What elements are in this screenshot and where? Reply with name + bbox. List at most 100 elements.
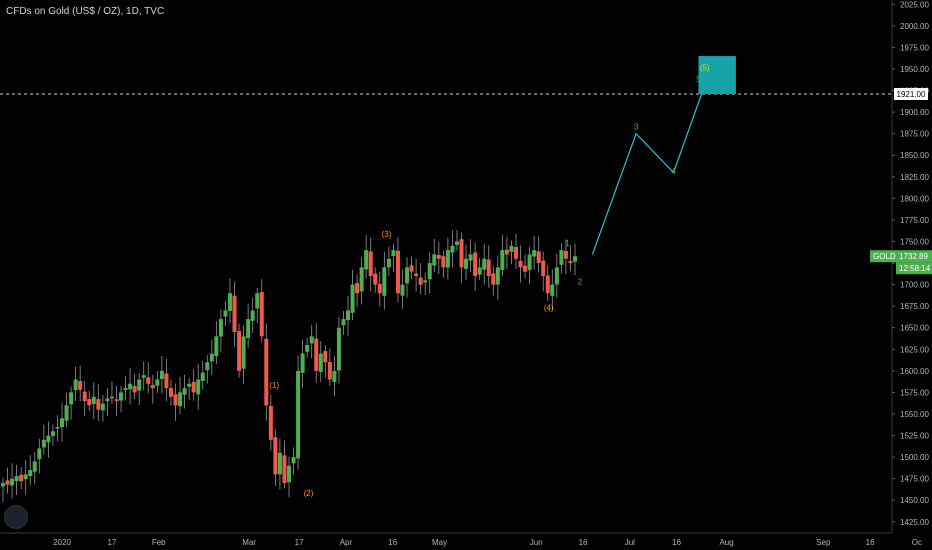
- candle-body: [78, 380, 83, 390]
- y-tick-label: 1900.00: [900, 108, 929, 117]
- x-tick-label: 17: [107, 538, 116, 547]
- candle-body: [386, 258, 391, 268]
- candle-body: [500, 250, 505, 270]
- candle-body: [123, 388, 128, 390]
- candle-body: [119, 392, 124, 401]
- candle-body: [568, 261, 573, 264]
- candle-body: [200, 372, 205, 381]
- wave-label: (3): [382, 230, 392, 239]
- candle-body: [237, 330, 242, 371]
- candle-body: [82, 391, 87, 402]
- candle-body: [559, 250, 564, 265]
- candle-body: [450, 245, 455, 253]
- candle-body: [41, 439, 46, 448]
- x-tick-label: 16: [579, 538, 588, 547]
- candle-body: [173, 394, 178, 406]
- candle-body: [187, 383, 192, 387]
- y-tick-label: 2025.00: [900, 0, 929, 9]
- candle-body: [37, 448, 42, 460]
- candle-body: [418, 277, 423, 285]
- candle-body: [536, 251, 541, 264]
- candle-body: [218, 319, 223, 337]
- candle-body: [141, 375, 146, 378]
- x-tick-label: Feb: [152, 538, 166, 547]
- candle-body: [518, 260, 523, 268]
- candle-body: [50, 431, 55, 436]
- candle-body: [427, 263, 432, 280]
- candle-body: [305, 344, 310, 352]
- y-tick-label: 1875.00: [900, 130, 929, 139]
- symbol-price-badge: [870, 250, 932, 263]
- level-price-label: 1921.00: [897, 90, 926, 99]
- target-zone-box[interactable]: [698, 56, 736, 95]
- candle-body: [155, 379, 160, 386]
- candle-body: [282, 455, 287, 483]
- candle-body: [332, 370, 337, 383]
- candle-body: [573, 256, 577, 262]
- candle-body: [227, 293, 232, 311]
- candle-body: [55, 426, 60, 429]
- x-tick-label: 2020: [53, 538, 71, 547]
- candle-body: [182, 388, 187, 395]
- x-tick-label: 16: [388, 538, 397, 547]
- candle-body: [355, 283, 360, 294]
- wave-label: 3: [634, 122, 639, 131]
- candle-body: [291, 457, 296, 464]
- y-tick-label: 1750.00: [900, 237, 929, 246]
- candle-body: [486, 259, 491, 276]
- candle-body: [341, 319, 346, 326]
- candle-body: [264, 338, 269, 406]
- candle-body: [445, 250, 450, 268]
- candle-body: [504, 249, 509, 255]
- candle-body: [250, 310, 255, 321]
- tradingview-logo-icon[interactable]: [4, 505, 28, 529]
- candle-body: [168, 387, 173, 397]
- candle-body: [287, 465, 291, 483]
- candle-body: [432, 254, 437, 266]
- candle-body: [545, 275, 550, 294]
- candle-body: [150, 384, 155, 389]
- candle-body: [259, 292, 264, 337]
- y-tick-label: 1500.00: [900, 453, 929, 462]
- wave-label: 4: [671, 167, 676, 176]
- candle-body: [23, 474, 28, 480]
- candle-body: [346, 310, 351, 321]
- y-tick-label: 1700.00: [900, 281, 929, 290]
- y-tick-label: 1450.00: [900, 496, 929, 505]
- candle-body: [550, 284, 555, 296]
- candle-body: [96, 399, 101, 410]
- candle-body: [64, 405, 69, 421]
- candle-body: [423, 280, 428, 283]
- candle-body: [209, 353, 214, 362]
- y-tick-label: 1975.00: [900, 43, 929, 52]
- y-tick-label: 1775.00: [900, 216, 929, 225]
- candle-body: [164, 373, 169, 389]
- candle-body: [87, 399, 92, 406]
- symbol-label: GOLD: [873, 252, 896, 261]
- candle-body: [377, 283, 382, 294]
- candle-body: [477, 267, 482, 275]
- candle-body: [523, 265, 528, 272]
- candle-body: [178, 392, 183, 407]
- candle-body: [137, 379, 142, 391]
- candle-body: [414, 273, 419, 276]
- y-tick-label: 1675.00: [900, 302, 929, 311]
- candle-body: [468, 254, 473, 261]
- elliott-projection-line[interactable]: [591, 93, 703, 255]
- candle-body: [19, 474, 24, 482]
- candle-body: [409, 265, 414, 272]
- x-tick-label: Mar: [242, 538, 256, 547]
- candle-body: [509, 245, 514, 252]
- x-tick-label: Sep: [816, 538, 831, 547]
- wave-label: (4): [544, 303, 554, 312]
- candle-body: [436, 254, 441, 259]
- candle-body: [196, 379, 201, 395]
- x-tick-label: 16: [672, 538, 681, 547]
- candle-body: [364, 250, 369, 270]
- candle-body: [277, 452, 282, 475]
- candle-body: [350, 284, 355, 313]
- candle-body: [28, 470, 33, 477]
- candle-body: [300, 353, 305, 373]
- candle-body: [373, 273, 378, 285]
